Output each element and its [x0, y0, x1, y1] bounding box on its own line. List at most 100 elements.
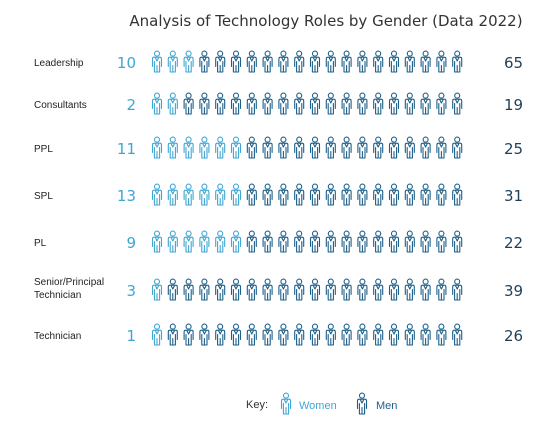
- men-icon: [436, 183, 447, 206]
- chart-row: PPL 11 25: [34, 136, 523, 159]
- men-icon: [341, 136, 352, 159]
- men-icon: [199, 92, 210, 115]
- men-icon: [452, 323, 463, 346]
- men-icon: [388, 323, 400, 346]
- women-icon: [215, 136, 226, 159]
- men-icon: [262, 92, 273, 115]
- men-icon: [373, 323, 384, 346]
- women-icon: [151, 323, 163, 346]
- men-icon: [278, 183, 289, 206]
- women-icon: [151, 50, 163, 73]
- women-count-label: 13: [117, 187, 136, 205]
- men-count-label: 22: [504, 234, 523, 252]
- men-icon: [341, 50, 352, 73]
- men-icon: [404, 136, 415, 159]
- men-icon: [278, 50, 289, 73]
- men-icon: [246, 230, 257, 253]
- men-icon: [357, 136, 368, 159]
- women-icon: [167, 230, 178, 253]
- men-icon: [183, 278, 194, 301]
- men-icon: [436, 278, 447, 301]
- men-icon: [294, 136, 305, 159]
- men-icon: [309, 230, 321, 253]
- men-icon: [246, 92, 257, 115]
- legend-key-label: Key:: [246, 399, 268, 411]
- men-icon: [388, 183, 400, 206]
- men-icon: [278, 278, 289, 301]
- men-icon: [278, 92, 289, 115]
- men-icon: [341, 323, 352, 346]
- men-icon: [341, 230, 352, 253]
- chart-row: PL 9 22: [34, 230, 523, 253]
- men-icon: [325, 136, 336, 159]
- men-icon: [199, 50, 210, 73]
- men-icon: [404, 278, 415, 301]
- men-icon: [357, 278, 368, 301]
- legend-women-label: Women: [299, 400, 337, 412]
- men-icon: [341, 278, 352, 301]
- women-icon: [151, 92, 163, 115]
- women-icon: [199, 183, 210, 206]
- women-icon: [167, 136, 178, 159]
- women-icon: [151, 183, 163, 206]
- men-icon: [294, 183, 305, 206]
- women-count-label: 10: [117, 54, 136, 72]
- men-icon: [309, 183, 321, 206]
- men-icon: [262, 50, 273, 73]
- women-icon: [151, 230, 163, 253]
- men-icon: [452, 230, 463, 253]
- men-count-label: 65: [504, 54, 523, 72]
- men-icon: [167, 323, 178, 346]
- men-icon: [294, 323, 305, 346]
- men-icon: [278, 230, 289, 253]
- men-icon: [215, 50, 226, 73]
- women-icon: [280, 392, 292, 415]
- men-icon: [388, 230, 400, 253]
- men-icon: [230, 50, 242, 73]
- men-icon: [388, 92, 400, 115]
- men-icon: [230, 323, 242, 346]
- men-icon: [357, 92, 368, 115]
- men-icon: [404, 183, 415, 206]
- men-icon: [183, 323, 194, 346]
- men-icon: [215, 92, 226, 115]
- legend-women-icon: [280, 392, 292, 415]
- men-icon: [262, 136, 273, 159]
- chart-row: SPL 13 31: [34, 183, 523, 206]
- men-icon: [388, 50, 400, 73]
- women-icon: [183, 183, 194, 206]
- women-icon: [151, 278, 163, 301]
- men-icon: [436, 50, 447, 73]
- men-icon: [452, 136, 463, 159]
- legend-men-label: Men: [376, 400, 397, 412]
- men-icon: [373, 92, 384, 115]
- men-icon: [357, 323, 368, 346]
- men-icon: [325, 230, 336, 253]
- women-icon: [151, 136, 163, 159]
- men-icon: [357, 50, 368, 73]
- men-icon: [246, 183, 257, 206]
- men-icon: [404, 50, 415, 73]
- men-icon: [309, 136, 321, 159]
- legend: Key: Women Men: [246, 392, 397, 415]
- men-icon: [341, 183, 352, 206]
- women-count-label: 2: [126, 96, 136, 114]
- men-icon: [404, 230, 415, 253]
- men-icon: [199, 323, 210, 346]
- men-icon: [373, 50, 384, 73]
- chart-row: Consultants 2 19: [34, 92, 523, 115]
- men-icon: [373, 183, 384, 206]
- men-icon: [420, 136, 431, 159]
- men-icon: [167, 278, 178, 301]
- men-icon: [420, 230, 431, 253]
- men-icon: [215, 278, 226, 301]
- men-icon: [373, 278, 384, 301]
- men-icon: [452, 92, 463, 115]
- men-icon: [420, 92, 431, 115]
- men-icon: [325, 323, 336, 346]
- women-icon: [183, 230, 194, 253]
- men-count-label: 31: [504, 187, 523, 205]
- women-icon: [215, 183, 226, 206]
- men-icon: [262, 183, 273, 206]
